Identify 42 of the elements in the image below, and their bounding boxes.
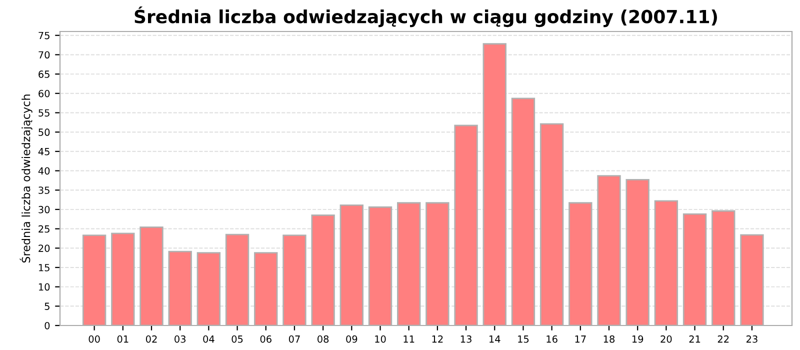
x-tick-label: 11 <box>404 336 414 343</box>
x-tick-label: 22 <box>718 335 729 343</box>
y-tick-label: 70 <box>38 51 50 59</box>
x-tick-label: 16 <box>546 335 558 343</box>
x-tick-label: 04 <box>203 335 214 343</box>
x-tick-label: 13 <box>460 335 472 343</box>
y-tick-label: 65 <box>38 70 50 78</box>
x-tick-label: 07 <box>288 335 300 343</box>
y-tick-label: 15 <box>38 264 50 272</box>
x-tick-label: 09 <box>346 335 358 343</box>
x-tick-label: 01 <box>117 335 128 343</box>
y-tick-label: 5 <box>44 302 50 310</box>
y-tick-label: 75 <box>38 32 50 40</box>
x-tick-label: 17 <box>575 336 586 343</box>
y-tick-label: 40 <box>38 167 50 175</box>
x-tick-label: 19 <box>632 335 644 343</box>
y-tick-label: 50 <box>38 128 50 136</box>
y-tick-label: 55 <box>38 109 50 117</box>
x-tick-label: 00 <box>88 335 100 343</box>
chart-title: Średnia liczba odwiedzających w ciągu godziny (2007.11) <box>134 6 717 28</box>
x-tick-label: 23 <box>746 335 758 343</box>
y-axis-title: Średnia liczba odwiedzających <box>20 94 32 263</box>
y-tick-label: 60 <box>38 90 50 98</box>
y-tick-label: 0 <box>44 322 50 330</box>
x-tick-label: 14 <box>490 336 500 343</box>
x-tick-label: 20 <box>660 335 672 343</box>
x-tick-label: 18 <box>604 335 615 343</box>
y-tick-label: 45 <box>38 148 50 156</box>
y-tick-label: 30 <box>38 206 50 214</box>
x-tick-label: 05 <box>232 335 243 343</box>
y-tick-label: 35 <box>38 186 50 194</box>
x-tick-label: 02 <box>146 335 157 343</box>
y-tick-label: 25 <box>38 225 50 233</box>
x-tick-label: 15 <box>518 336 529 343</box>
y-tick-label: 10 <box>38 283 50 291</box>
x-tick-label: 03 <box>174 335 186 343</box>
x-tick-label: 21 <box>689 335 700 343</box>
y-tick-label: 20 <box>38 244 50 252</box>
x-tick-label: 10 <box>375 335 386 343</box>
x-tick-label: 08 <box>318 335 329 343</box>
x-tick-label: 12 <box>432 335 443 343</box>
x-tick-label: 06 <box>260 335 272 343</box>
